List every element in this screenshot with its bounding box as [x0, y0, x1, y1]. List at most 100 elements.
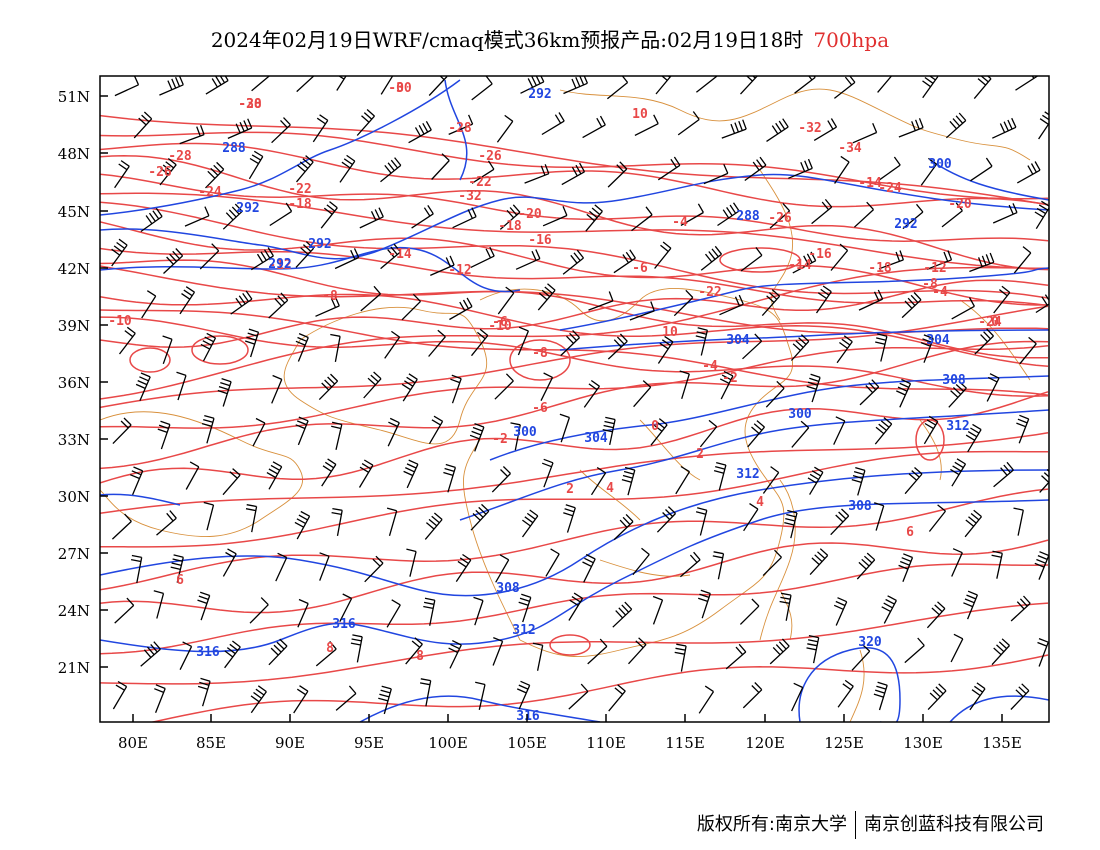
wind-barb: [406, 548, 417, 577]
wind-barb: [973, 76, 992, 100]
temperature-label: -18: [498, 219, 522, 234]
wind-barb: [497, 286, 515, 315]
lat-tick-label: 36N: [58, 374, 90, 392]
wind-barb: [964, 509, 983, 538]
pressure-level: 700hpa: [813, 28, 890, 52]
wind-barb: [673, 289, 694, 317]
wind-barb: [815, 285, 832, 314]
wind-barb: [331, 421, 343, 450]
temperature-label: 0: [651, 419, 659, 434]
temperature-label: -6: [632, 261, 648, 276]
wind-barb: [852, 123, 878, 144]
wind-barb: [470, 503, 490, 531]
wind-barb: [430, 255, 455, 276]
wind-barb: [249, 597, 269, 624]
wind-barb: [449, 297, 473, 321]
temperature-label: -32: [458, 189, 481, 204]
wind-barb: [806, 634, 820, 664]
height-label: 300: [928, 157, 952, 172]
wind-barb: [336, 76, 347, 91]
height-contour-line: [100, 493, 181, 506]
wind-barb: [471, 76, 493, 101]
contour-labels: -30-30-28-28-26-26-24-24 -22 -22-20-20-18-…: [108, 81, 1002, 722]
wind-barb: [179, 286, 196, 315]
wind-barb: [873, 681, 888, 711]
wind-barb: [118, 326, 136, 355]
temperature-label: -22: [288, 182, 311, 197]
wind-barb: [607, 161, 628, 188]
wind-barb: [712, 551, 725, 580]
lat-tick-label: 24N: [58, 602, 90, 620]
wind-barb: [563, 76, 588, 95]
temperature-contour-line: [100, 247, 1049, 307]
wind-barb: [248, 150, 264, 180]
wind-barb: [470, 328, 489, 357]
wind-barb: [590, 466, 607, 496]
wind-barb: [200, 332, 217, 362]
wind-barb: [1016, 414, 1030, 444]
temperature-closed-contour: [129, 347, 171, 373]
wind-barb: [700, 245, 723, 271]
temperature-contour-line: [100, 345, 1049, 429]
wind-barb: [496, 114, 514, 143]
wind-barb: [784, 509, 798, 539]
temperature-label: -14: [788, 258, 812, 273]
lon-tick-label: 125E: [824, 734, 864, 752]
wind-barb: [475, 681, 486, 710]
wind-barb: [201, 414, 215, 444]
lat-tick-label: 51N: [58, 88, 90, 106]
height-contour-line: [100, 79, 461, 216]
wind-barb: [473, 596, 484, 626]
wind-barb: [203, 501, 215, 531]
temperature-label: 2: [696, 447, 704, 462]
copyright-right: 南京创蓝科技有限公司: [864, 814, 1044, 835]
temperature-label: 2: [566, 482, 574, 497]
wind-barb: [363, 371, 382, 399]
temperature-label: -2: [492, 432, 508, 447]
temperature-label: -6: [492, 315, 508, 330]
boundary-line: [919, 419, 942, 481]
wind-barb: [792, 251, 817, 274]
wind-barb: [541, 458, 554, 488]
height-contour-line: [444, 79, 468, 181]
wind-barb: [858, 289, 884, 311]
wind-barb: [695, 327, 709, 356]
wind-barb: [339, 593, 353, 622]
wind-barb: [742, 333, 763, 360]
lon-tick-label: 135E: [982, 734, 1022, 752]
wind-barb: [428, 415, 444, 445]
wind-barb: [380, 243, 401, 270]
wind-barb: [170, 554, 184, 583]
temperature-label: -10: [488, 319, 512, 334]
wind-barb: [559, 413, 571, 443]
wind-barb: [455, 553, 472, 582]
wind-barb: [851, 466, 866, 496]
wind-barb: [491, 466, 511, 493]
wind-barb: [321, 458, 337, 487]
wind-barb: [806, 373, 821, 403]
temperature-label: -18: [288, 197, 312, 212]
temperature-label: -28: [238, 97, 262, 112]
wind-barb: [296, 76, 315, 93]
wind-barb: [431, 153, 450, 180]
temperature-label: -26: [478, 149, 502, 164]
wind-barb: [568, 683, 589, 710]
height-label: 292: [308, 237, 331, 252]
wind-barb: [874, 417, 893, 445]
wind-barb: [859, 379, 880, 406]
boundary-line: [462, 439, 521, 641]
wind-barb: [991, 638, 1010, 666]
temperature-contour-line: [100, 539, 1049, 614]
wind-barb: [945, 112, 967, 139]
height-label: 292: [268, 257, 291, 272]
temperature-closed-contour: [915, 419, 945, 461]
temperature-contour-line: [100, 131, 1049, 200]
height-label: 288: [736, 209, 760, 224]
copyright-footer: 版权所有:南京大学 南京创蓝科技有限公司: [697, 810, 1044, 839]
height-contour-line: [100, 246, 521, 293]
wind-barb: [269, 202, 293, 227]
wind-barb: [588, 291, 614, 311]
height-label: 316: [332, 617, 356, 632]
wind-barb: [836, 335, 853, 364]
